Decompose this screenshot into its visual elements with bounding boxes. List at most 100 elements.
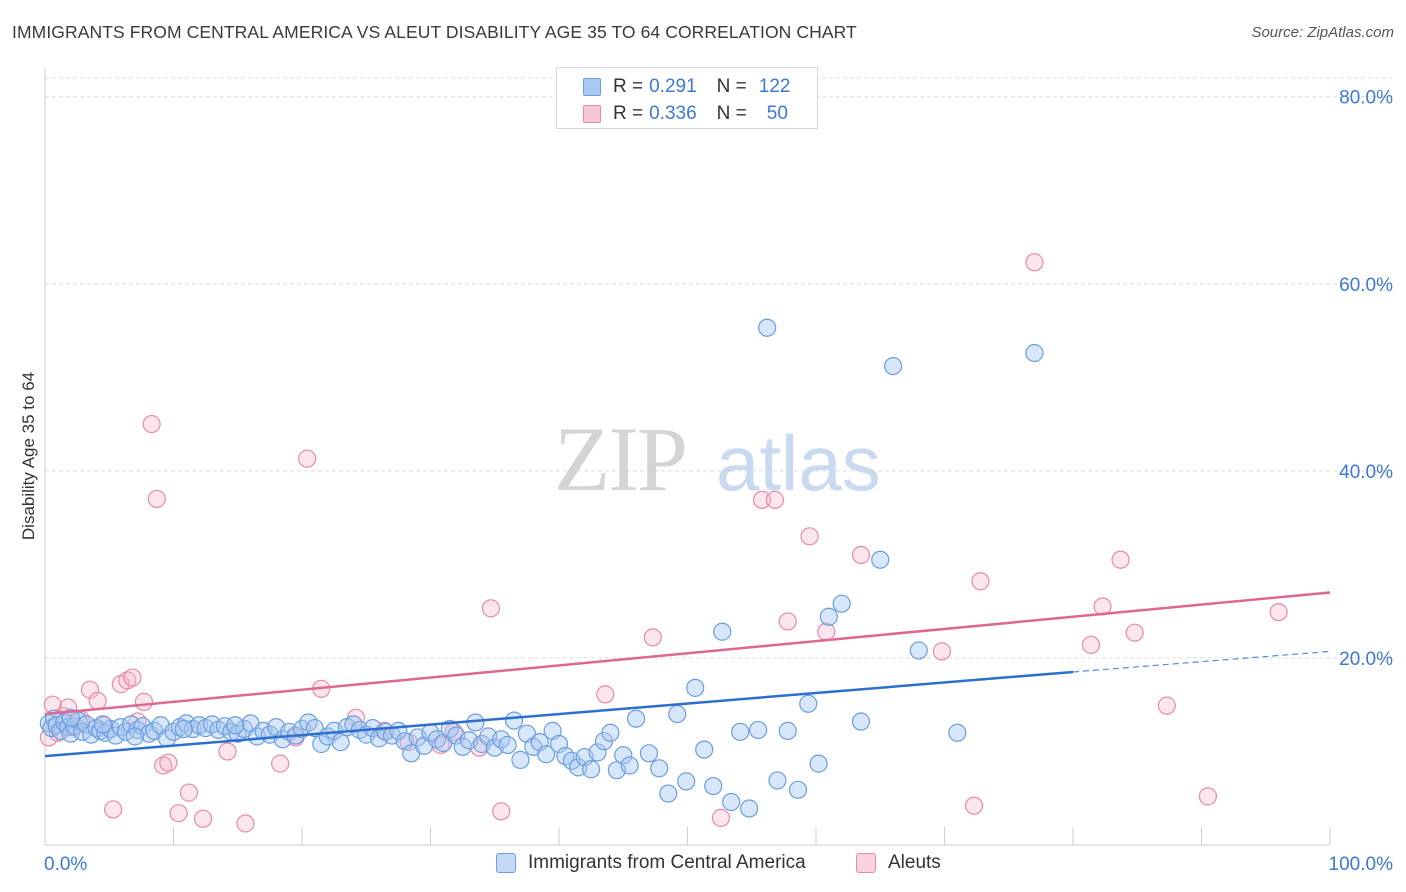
central-america-point — [312, 734, 331, 754]
aleuts-point — [1157, 696, 1176, 715]
aleuts-point — [1025, 253, 1044, 272]
x-tick-label-min: 0.0% — [44, 854, 87, 875]
central-america-point — [543, 721, 562, 740]
y-tick-label: 20.0% — [1339, 649, 1393, 670]
central-america-point — [948, 723, 967, 742]
central-america-point — [686, 678, 705, 697]
y-axis-label: Disability Age 35 to 64 — [19, 372, 38, 540]
trend-lines — [44, 591, 1331, 758]
central-america-trend-extension — [1072, 650, 1331, 673]
tick-labels: 20.0% 40.0% 60.0% 80.0% 0.0% 100.0% — [44, 88, 1393, 875]
central-america-point — [537, 745, 556, 764]
central-america-point — [620, 756, 639, 775]
central-america-point — [851, 712, 871, 731]
central-america-point — [453, 737, 472, 756]
aleuts-point — [778, 612, 797, 631]
central-america-point — [713, 622, 732, 641]
aleuts-point — [711, 808, 731, 827]
central-america-point — [722, 792, 741, 812]
aleuts-point — [147, 489, 166, 509]
aleuts-point — [492, 802, 511, 821]
central-america-point — [799, 694, 818, 713]
central-america-point — [639, 744, 659, 763]
aleuts-point — [1269, 602, 1288, 622]
aleuts-point — [123, 668, 142, 687]
central-america-point — [871, 550, 890, 569]
central-america-point — [650, 759, 669, 778]
central-america-point — [704, 776, 723, 796]
central-america-point — [511, 750, 530, 769]
central-america-point — [174, 719, 193, 739]
central-america-point — [695, 740, 714, 759]
central-america-point — [614, 746, 633, 765]
central-america-trend-line — [44, 670, 1074, 758]
legend-row-blue: R = 0.291 N = 122 — [583, 75, 790, 99]
aleuts-trend-line — [44, 591, 1331, 716]
aleuts-point — [851, 545, 871, 565]
aleuts-point — [481, 599, 500, 618]
central-america-point — [61, 708, 80, 727]
aleuts-point — [271, 754, 290, 773]
aleuts-point — [1111, 550, 1130, 569]
legend-r-value: 0.336 — [649, 103, 697, 124]
aleuts-point — [134, 692, 154, 711]
central-america-point — [668, 704, 687, 724]
aleuts-point — [817, 622, 836, 641]
series-legend: Immigrants from Central America Aleuts — [0, 850, 1406, 878]
central-america-point — [601, 723, 620, 742]
watermark-zip: ZIP — [554, 408, 686, 510]
legend-n-value: 122 — [758, 76, 791, 97]
central-america-point — [626, 709, 646, 728]
central-america-point — [659, 784, 678, 803]
central-america-point — [749, 720, 768, 740]
aleuts-point — [179, 783, 199, 802]
legend-row-pink: R = 0.336 N = 50 — [583, 102, 788, 126]
aleuts-point — [154, 756, 173, 775]
central-america-point — [909, 641, 928, 660]
central-america-point — [788, 780, 808, 799]
y-tick-label: 60.0% — [1339, 275, 1393, 296]
y-tick-label: 40.0% — [1339, 462, 1393, 483]
aleuts-point — [236, 814, 255, 833]
central-america-point — [740, 799, 759, 818]
central-america-points — [39, 318, 1044, 818]
legend-item-aleuts: Aleuts — [856, 852, 941, 874]
legend-r-value: 0.291 — [649, 76, 697, 97]
legend-n-label: N = — [716, 76, 747, 97]
grid-layer — [45, 77, 1392, 659]
aleuts-point — [964, 796, 984, 815]
aleuts-point — [1198, 787, 1218, 806]
central-america-point — [305, 718, 324, 738]
central-america-point — [504, 711, 524, 730]
central-america-point — [331, 733, 350, 752]
legend-n-value: 50 — [766, 103, 788, 124]
central-america-point — [498, 735, 517, 755]
aleuts-point — [596, 685, 615, 704]
source-credit: Source: ZipAtlas.com — [1251, 24, 1394, 41]
pink-swatch — [583, 105, 601, 123]
x-tick-label-max: 100.0% — [1329, 854, 1394, 875]
legend-n-label: N = — [716, 103, 747, 124]
aleuts-point — [752, 490, 772, 509]
aleuts-point — [932, 642, 952, 661]
aleuts-point — [1125, 623, 1144, 642]
central-america-point — [758, 318, 777, 337]
aleuts-point — [1081, 635, 1101, 654]
central-america-point — [1025, 343, 1044, 363]
central-america-point — [768, 771, 787, 790]
legend-label-aleuts: Aleuts — [888, 852, 941, 873]
central-america-point — [440, 719, 459, 739]
aleuts-point — [643, 628, 662, 647]
central-america-point — [226, 716, 245, 735]
chart-title: IMMIGRANTS FROM CENTRAL AMERICA VS ALEUT… — [12, 22, 857, 42]
central-america-point — [819, 607, 838, 626]
aleuts-point — [800, 527, 819, 546]
legend-r-label: R = — [613, 76, 644, 97]
central-america-point — [517, 724, 536, 743]
aleuts-point — [298, 449, 317, 468]
central-america-point — [133, 717, 152, 736]
central-america-point — [731, 722, 750, 741]
aleuts-point — [193, 809, 213, 828]
central-america-point — [832, 594, 851, 613]
